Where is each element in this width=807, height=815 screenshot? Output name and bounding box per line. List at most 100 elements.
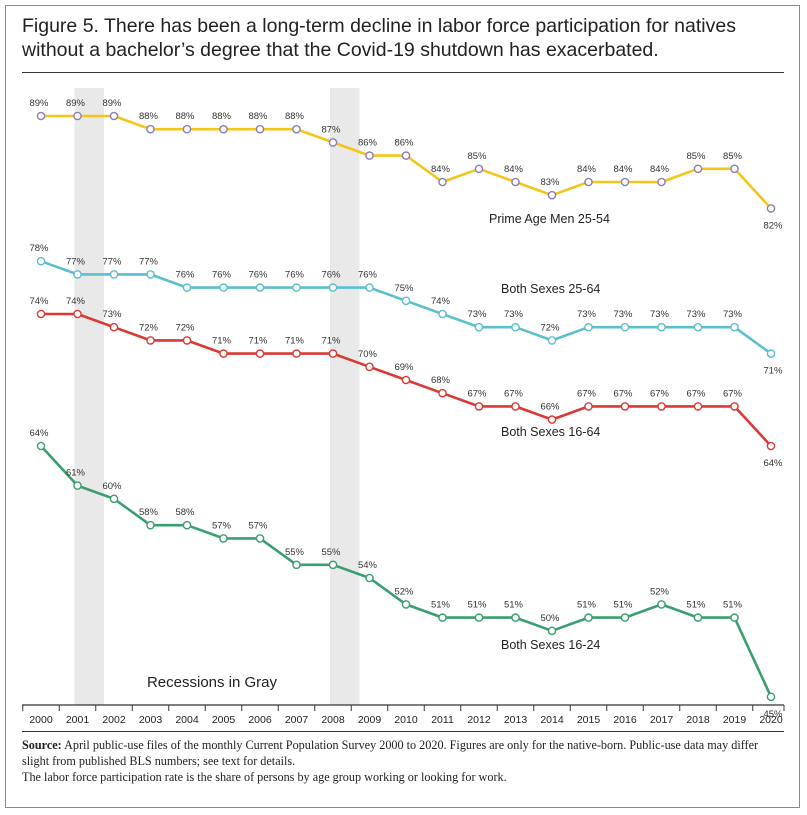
data-point [401, 600, 411, 609]
data-label: 50% [540, 613, 560, 624]
source-note: Source: April public-use files of the mo… [22, 737, 787, 769]
x-tick-label: 2016 [613, 714, 637, 726]
data-point [255, 349, 265, 358]
data-label: 88% [248, 111, 268, 122]
x-tick-label: 2010 [394, 714, 418, 726]
x-tick-label: 2013 [504, 714, 528, 726]
data-label: 76% [285, 270, 305, 281]
data-label: 67% [723, 388, 743, 399]
data-label: 84% [431, 164, 451, 175]
data-label: 85% [467, 151, 487, 162]
data-label: 58% [175, 507, 195, 518]
data-point [146, 336, 155, 345]
data-label: 77% [139, 256, 159, 267]
x-tick-label: 2006 [248, 714, 272, 726]
data-point [292, 124, 301, 134]
data-point [36, 256, 46, 266]
data-label: 51% [577, 600, 597, 611]
data-point [766, 692, 776, 702]
recession-band-1 [74, 88, 104, 705]
data-label: 88% [175, 111, 195, 122]
data-point [401, 296, 411, 306]
data-label: 76% [212, 270, 232, 281]
data-point [620, 402, 630, 411]
data-label: 72% [139, 322, 159, 333]
data-point [292, 560, 301, 570]
data-label: 74% [66, 296, 86, 307]
data-label: 58% [139, 507, 159, 518]
data-label: 89% [29, 98, 49, 109]
x-tick-label: 2003 [139, 714, 163, 726]
data-labels: 89% 89% 89% 88% 88% 88% 88% 88% 87% 86% 86% 84% 85% 8… [29, 98, 783, 720]
data-point [547, 190, 557, 200]
data-point [730, 613, 739, 622]
data-point [438, 613, 447, 622]
x-tick-label: 2020 [759, 714, 783, 726]
x-tick-label: 2014 [540, 714, 564, 726]
data-label: 67% [613, 388, 633, 399]
x-tick-label: 2005 [212, 714, 236, 726]
data-point [73, 270, 82, 279]
data-label: 68% [431, 375, 451, 386]
data-point [766, 204, 776, 213]
data-point [255, 124, 265, 134]
data-point [73, 481, 82, 490]
x-tick-label: 2002 [102, 714, 126, 726]
data-point [547, 415, 557, 424]
data-point [328, 283, 338, 292]
data-point [474, 402, 484, 411]
data-point [109, 322, 119, 332]
data-point [255, 283, 265, 292]
data-point [109, 494, 119, 504]
data-label: 67% [467, 388, 487, 399]
data-point [328, 138, 338, 147]
data-label: 51% [467, 600, 487, 611]
data-label: 76% [358, 270, 378, 281]
data-point [109, 111, 119, 121]
figure-title: Figure 5. There has been a long-term dec… [22, 15, 736, 61]
x-tick-label: 2017 [650, 714, 674, 726]
data-label: 73% [504, 309, 524, 320]
recession-label: Recessions in Gray [147, 674, 278, 691]
data-point [474, 613, 484, 622]
x-tick-label: 2008 [321, 714, 345, 726]
data-label: 84% [613, 164, 633, 175]
data-point [584, 322, 593, 332]
data-point [438, 177, 447, 187]
data-label: 60% [102, 481, 122, 492]
data-point [36, 111, 46, 121]
series-name-4: Both Sexes 16-24 [501, 638, 600, 652]
x-tick-label: 2011 [431, 714, 454, 726]
data-point [766, 349, 776, 358]
data-point [511, 613, 520, 622]
data-label: 66% [540, 402, 560, 413]
data-label: 64% [763, 458, 783, 469]
x-tick-label: 2019 [723, 714, 747, 726]
data-point [511, 322, 520, 332]
x-tick-label: 2009 [358, 714, 382, 726]
data-point [547, 626, 557, 636]
data-label: 73% [577, 309, 597, 320]
data-label: 73% [467, 309, 487, 320]
source-label: Source: [22, 738, 62, 752]
data-point [255, 534, 265, 543]
series-names: Prime Age Men 25-54 Both Sexes 25-64 Both … [489, 212, 610, 652]
data-point [182, 336, 192, 345]
data-label: 87% [321, 124, 341, 135]
data-label: 67% [504, 388, 524, 399]
series-line-4 [40, 445, 773, 698]
data-label: 45% [763, 709, 783, 720]
data-label: 51% [613, 600, 633, 611]
data-label: 57% [248, 520, 268, 531]
data-point [365, 151, 374, 160]
data-point [292, 283, 301, 292]
data-point [657, 600, 666, 609]
source-text: April public-use files of the monthly Cu… [22, 738, 759, 768]
data-label: 88% [285, 111, 305, 122]
data-label: 74% [431, 296, 451, 307]
data-point [584, 402, 593, 411]
data-point [401, 375, 411, 385]
data-label: 85% [686, 151, 706, 162]
definition-note: The labor force participation rate is th… [22, 770, 507, 784]
data-point [438, 309, 447, 319]
